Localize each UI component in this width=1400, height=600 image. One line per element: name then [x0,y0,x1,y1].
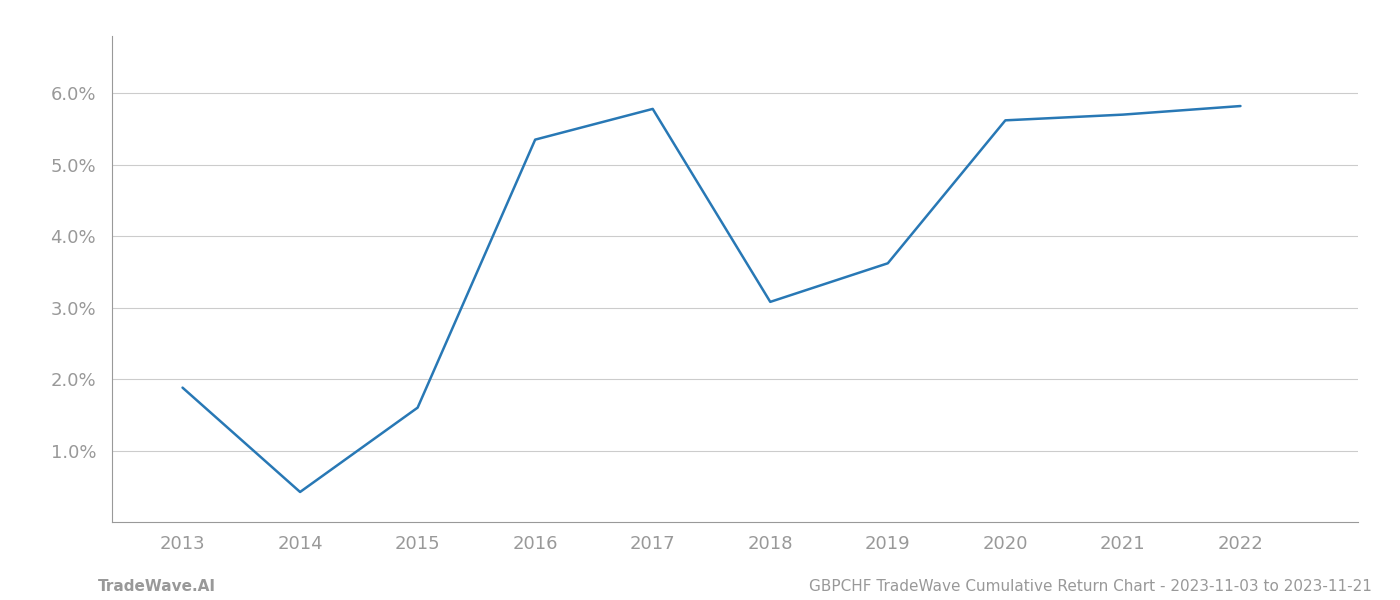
Text: TradeWave.AI: TradeWave.AI [98,579,216,594]
Text: GBPCHF TradeWave Cumulative Return Chart - 2023-11-03 to 2023-11-21: GBPCHF TradeWave Cumulative Return Chart… [809,579,1372,594]
